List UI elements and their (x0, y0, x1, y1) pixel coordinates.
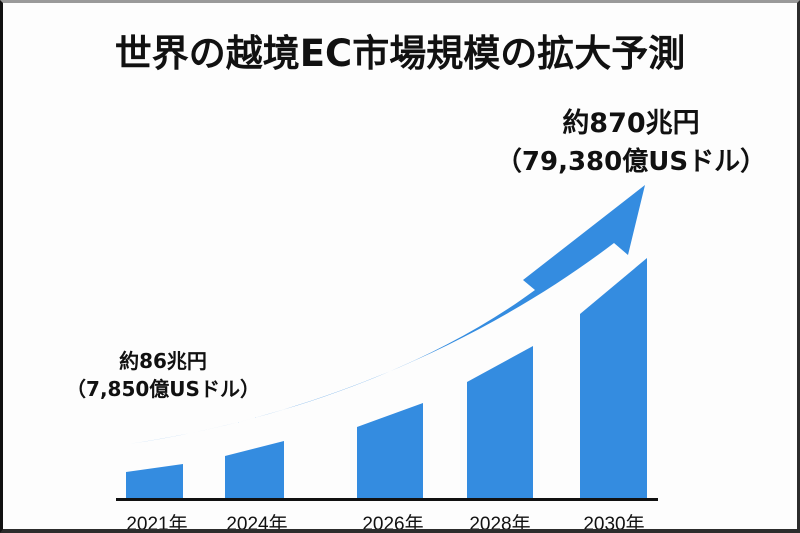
annotation-2021-usd: （7,850億USドル） (66, 377, 260, 401)
chart-title: 世界の越境EC市場規模の拡大予測 (114, 32, 686, 75)
bar-2028 (467, 346, 533, 499)
bar-2026 (357, 403, 423, 499)
x-label-2030: 2030年 (583, 514, 645, 533)
x-label-2028: 2028年 (469, 514, 531, 533)
x-label-2021: 2021年 (126, 514, 188, 533)
bar-2030 (580, 258, 647, 499)
annotation-2030: 約870兆円 （79,380億USドル） (481, 105, 781, 181)
x-label-2024: 2024年 (226, 514, 288, 533)
annotation-2030-yen: 約870兆円 (562, 108, 700, 139)
annotation-2021: 約86兆円 （7,850億USドル） (43, 347, 283, 403)
bar-2024 (225, 441, 284, 499)
plot-area (116, 185, 658, 501)
x-label-2026: 2026年 (362, 514, 424, 533)
annotation-2021-yen: 約86兆円 (119, 349, 207, 373)
annotation-2030-usd: （79,380億USドル） (495, 147, 767, 177)
growth-arrow-icon (128, 185, 645, 444)
bar-2021 (126, 464, 183, 499)
x-axis-line (116, 498, 658, 501)
